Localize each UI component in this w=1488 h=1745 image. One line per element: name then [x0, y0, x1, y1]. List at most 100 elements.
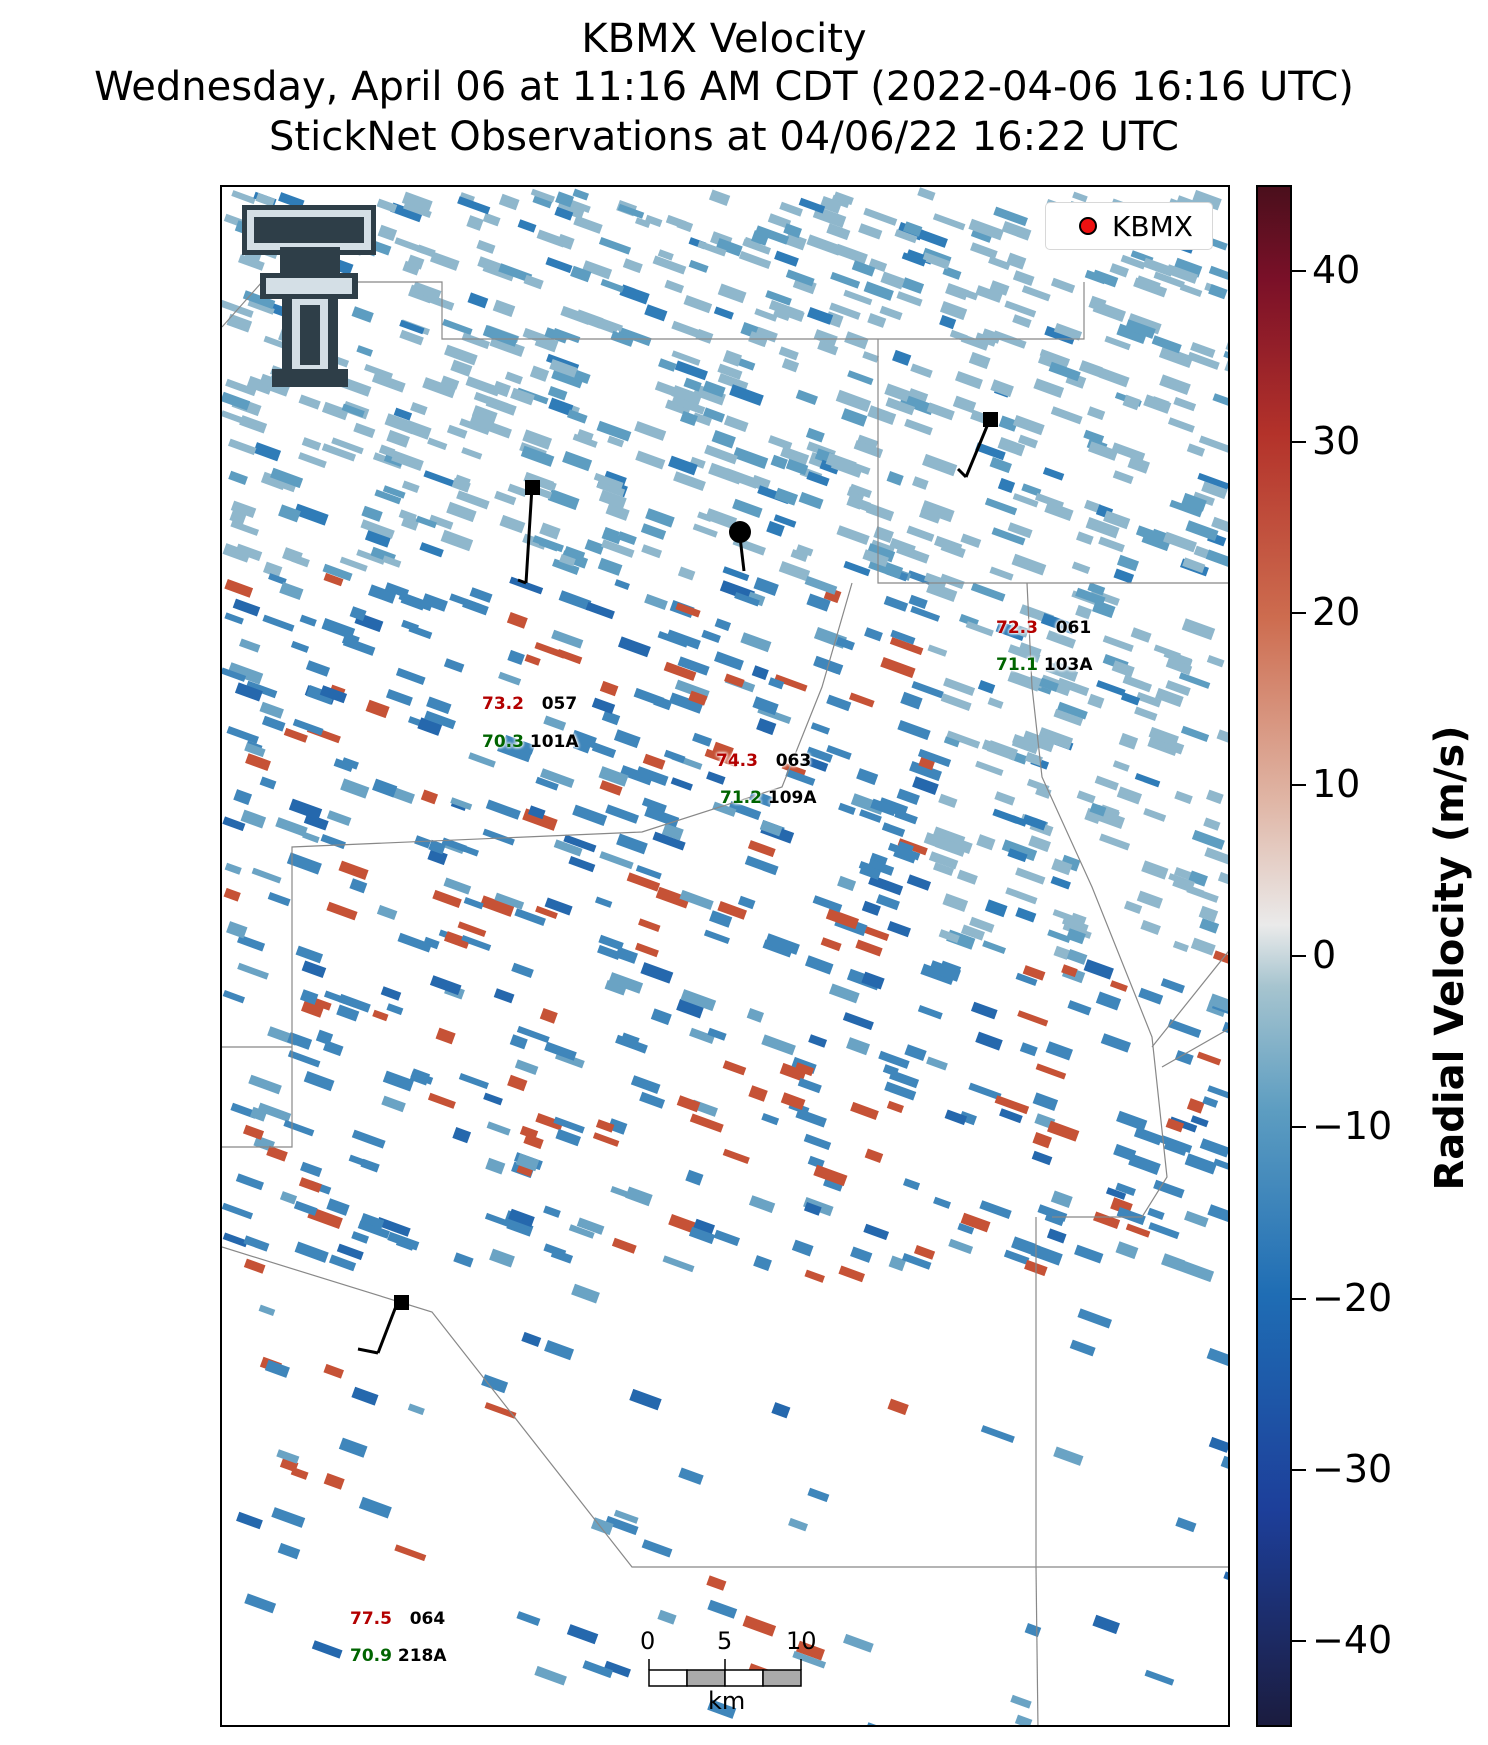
- radar-gate: [1165, 264, 1199, 284]
- radar-gate: [1188, 870, 1208, 887]
- radar-gate: [1092, 300, 1127, 323]
- radar-gate: [416, 244, 436, 258]
- station-061[interactable]: 72.3 061: [996, 619, 1091, 637]
- radar-gate: [543, 715, 567, 731]
- radar-gate: [748, 789, 774, 808]
- radar-gate: [913, 1245, 936, 1260]
- radar-gate: [497, 742, 532, 763]
- radar-gate: [663, 661, 697, 682]
- radar-gate: [804, 1269, 825, 1283]
- station-064[interactable]: 77.5 064: [350, 1610, 445, 1628]
- radar-gate: [965, 621, 994, 637]
- radar-gate: [522, 429, 553, 450]
- radar-gate: [722, 566, 750, 582]
- radar-gate: [859, 863, 882, 880]
- radar-gate: [243, 1235, 270, 1252]
- radar-gate: [1158, 345, 1194, 369]
- radar-gate: [423, 936, 440, 950]
- station-dewpoint: 71.1: [996, 655, 1038, 675]
- radar-gate: [593, 472, 624, 490]
- radar-gate: [444, 344, 478, 366]
- radar-gate: [278, 192, 305, 210]
- radar-gate: [372, 1009, 389, 1022]
- radar-gate: [286, 852, 322, 875]
- radar-gate: [837, 875, 857, 892]
- radar-gate: [1127, 455, 1151, 474]
- radar-gate: [828, 983, 860, 1004]
- radar-gate: [825, 452, 857, 474]
- colorbar-tick-label: −10: [1312, 1104, 1393, 1149]
- radar-gate: [1134, 773, 1161, 788]
- station-063[interactable]: 74.3 063: [716, 752, 811, 770]
- radar-gate: [1174, 1050, 1194, 1066]
- radar-gate: [233, 789, 253, 806]
- radar-gate: [748, 1085, 768, 1102]
- scale-tick-label: 0: [640, 1627, 656, 1655]
- radar-gate: [922, 252, 951, 270]
- radar-gate: [870, 798, 897, 817]
- radar-gate: [1133, 1126, 1163, 1146]
- radar-gate: [1175, 1517, 1197, 1533]
- radar-gate: [1022, 814, 1047, 831]
- radar-gate: [680, 989, 717, 1012]
- radar-gate: [862, 549, 889, 568]
- radar-gate: [290, 1467, 309, 1480]
- radar-gate: [849, 692, 875, 708]
- radar-gate: [494, 490, 517, 506]
- radar-gate: [635, 865, 662, 880]
- radar-gate: [544, 897, 573, 916]
- radar-gate: [635, 766, 669, 787]
- colorbar-tick: [1292, 783, 1306, 786]
- radar-gate: [482, 828, 515, 846]
- legend-label: KBMX: [1112, 210, 1193, 243]
- radar-gate: [975, 285, 1003, 303]
- radar-gate: [899, 393, 935, 416]
- radar-gate: [1053, 945, 1071, 960]
- radar-gate: [1116, 786, 1143, 805]
- radar-gate: [1213, 1158, 1228, 1173]
- colorbar-tick-label: 10: [1312, 761, 1361, 806]
- radar-gate: [830, 271, 861, 289]
- radar-gate: [427, 437, 448, 451]
- radar-gate: [1141, 860, 1169, 880]
- radar-gate: [257, 1102, 292, 1122]
- radar-gate: [673, 471, 706, 492]
- radar-gate: [737, 895, 756, 910]
- radar-gate: [1053, 1446, 1084, 1466]
- station-id: 061: [1055, 618, 1092, 638]
- title-line-2: Wednesday, April 06 at 11:16 AM CDT (202…: [94, 64, 1354, 110]
- radar-gate: [376, 904, 398, 921]
- radar-gate: [855, 939, 883, 957]
- radar-map[interactable]: 73.2 057 70.3 101A 74.3 063 71.2 109A 72…: [220, 185, 1230, 1727]
- radar-gate: [676, 998, 704, 1019]
- radar-gate: [1015, 972, 1038, 987]
- radar-gate: [516, 1611, 541, 1626]
- radar-gate: [328, 1254, 357, 1272]
- radar-gate: [1072, 191, 1088, 203]
- radar-gate: [887, 920, 911, 938]
- radar-gate: [859, 809, 882, 823]
- radar-gate: [1098, 536, 1125, 553]
- radar-gate: [473, 391, 490, 404]
- radar-gate: [484, 1212, 518, 1230]
- radar-gate: [568, 199, 591, 213]
- radar-gate: [1191, 829, 1225, 850]
- radar-gate: [1181, 618, 1216, 641]
- radar-gate: [617, 636, 651, 658]
- radar-gate: [283, 727, 308, 743]
- radar-gate: [796, 1640, 825, 1661]
- radar-gate: [326, 901, 358, 921]
- radar-gate: [222, 667, 247, 682]
- radar-gate: [1123, 900, 1143, 915]
- radar-gate: [619, 284, 650, 305]
- radar-gate: [613, 1509, 639, 1524]
- radar-gate: [778, 346, 799, 361]
- radar-gate: [864, 1722, 895, 1725]
- radar-gate: [765, 290, 792, 306]
- radar-gate: [704, 508, 738, 530]
- radar-gate: [938, 793, 958, 809]
- radar-gate: [482, 212, 501, 227]
- station-057[interactable]: 73.2 057: [482, 695, 577, 713]
- radar-gate: [232, 598, 261, 617]
- radar-gate: [616, 833, 648, 855]
